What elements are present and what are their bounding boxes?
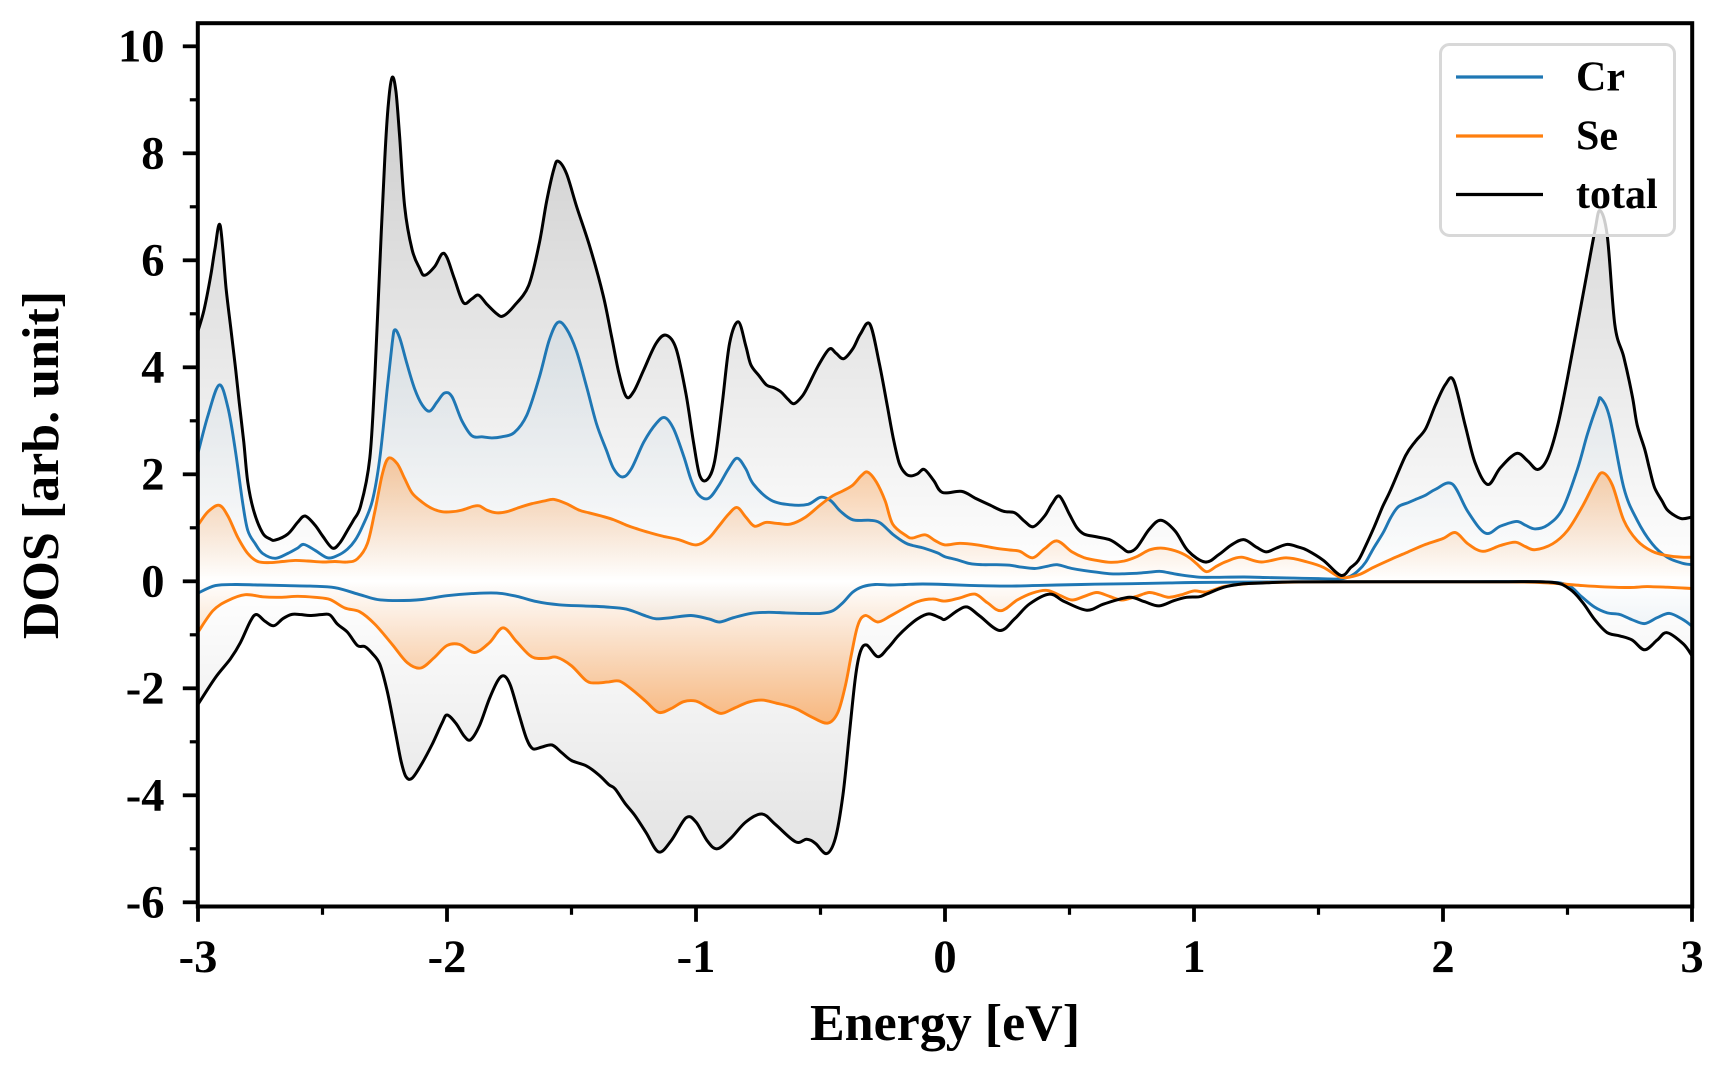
- svg-text:-2: -2: [428, 932, 467, 983]
- svg-text:8: 8: [141, 129, 164, 180]
- svg-text:Energy [eV]: Energy [eV]: [810, 995, 1080, 1052]
- svg-text:Se: Se: [1576, 114, 1618, 160]
- svg-text:2: 2: [1431, 932, 1454, 983]
- svg-text:3: 3: [1680, 932, 1703, 983]
- svg-text:10: 10: [118, 22, 165, 73]
- svg-text:total: total: [1576, 172, 1658, 218]
- svg-text:-6: -6: [126, 878, 165, 929]
- svg-text:DOS [arb. unit]: DOS [arb. unit]: [13, 291, 70, 639]
- svg-text:-2: -2: [126, 664, 165, 715]
- svg-text:-3: -3: [179, 932, 218, 983]
- svg-text:0: 0: [141, 557, 164, 608]
- svg-text:-4: -4: [126, 771, 165, 822]
- svg-text:6: 6: [141, 236, 164, 287]
- svg-text:4: 4: [141, 343, 164, 394]
- svg-text:-1: -1: [677, 932, 716, 983]
- svg-text:Cr: Cr: [1576, 55, 1625, 101]
- svg-text:2: 2: [141, 450, 164, 501]
- svg-text:0: 0: [933, 932, 956, 983]
- svg-text:1: 1: [1182, 932, 1205, 983]
